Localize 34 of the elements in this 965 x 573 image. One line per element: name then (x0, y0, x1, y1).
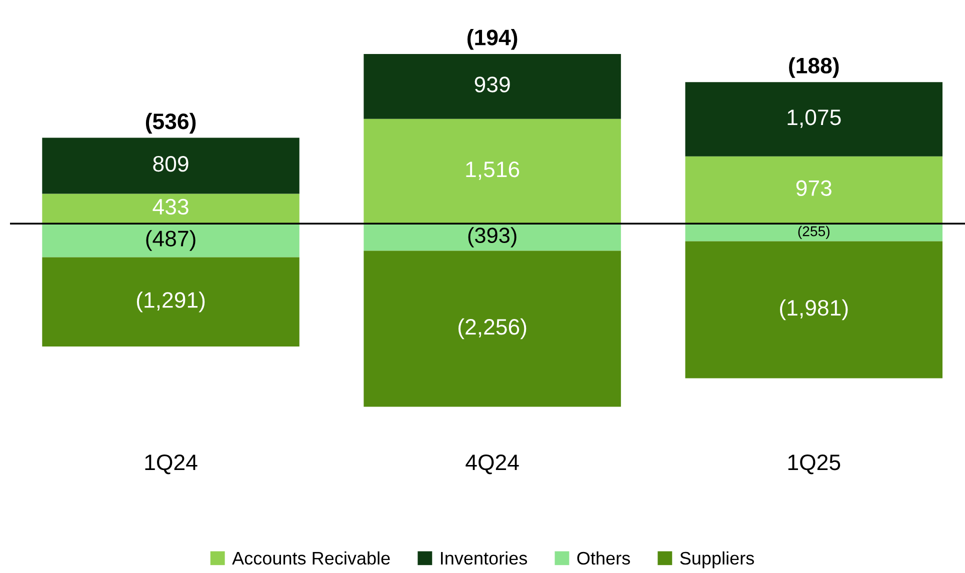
bar (685, 156, 942, 224)
data-label: 1,075 (788, 109, 841, 128)
bar (364, 224, 621, 251)
bar (42, 224, 300, 258)
total-label: (536) (146, 112, 196, 134)
bar (42, 194, 300, 224)
data-label: (487) (146, 230, 196, 251)
data-label: 809 (153, 156, 188, 172)
bar (364, 250, 621, 407)
data-label: 1,516 (466, 161, 520, 180)
total-label: (194) (467, 29, 518, 50)
data-label: 433 (152, 198, 188, 215)
data-label: 939 (474, 76, 510, 92)
x-tick-label: 1Q25 (788, 454, 840, 474)
legend-label: Suppliers (680, 551, 754, 568)
legend-label: Inventories (441, 551, 528, 565)
x-tick-label: 4Q24 (466, 454, 519, 474)
data-label: 973 (796, 180, 832, 196)
x-tick-label: 1Q24 (145, 454, 198, 474)
bar (42, 257, 300, 347)
data-label: (2,256) (458, 318, 526, 340)
bar (364, 54, 621, 119)
bar (685, 82, 942, 156)
legend-label: Others (577, 551, 630, 565)
bar (685, 241, 942, 378)
data-label: (1,291) (136, 292, 205, 312)
bar (685, 224, 942, 242)
bar (364, 118, 621, 224)
data-label: (255) (798, 226, 830, 240)
data-label: (1,981) (780, 299, 848, 320)
data-label: (393) (468, 227, 516, 248)
total-label: (188) (789, 57, 839, 78)
bar (42, 138, 300, 194)
legend-label: Accounts Recivable (232, 551, 390, 565)
